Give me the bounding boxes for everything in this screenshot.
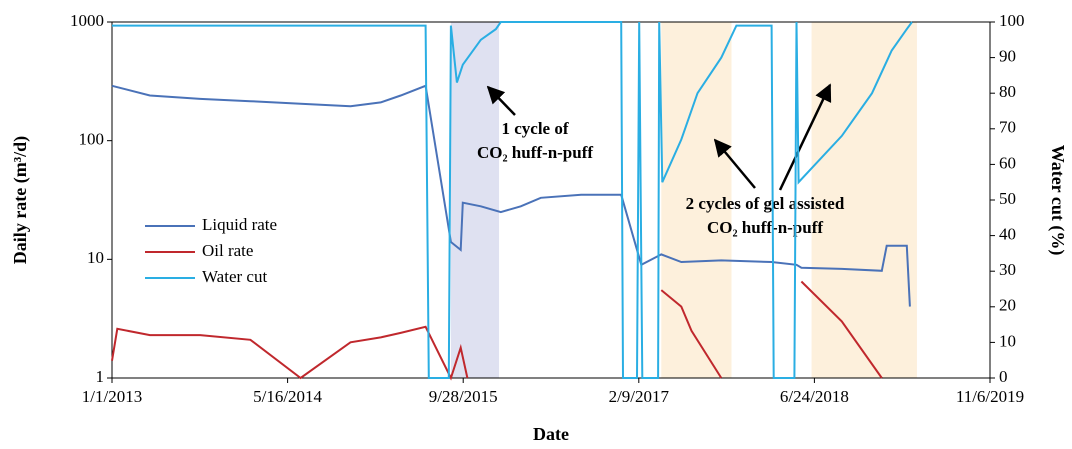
- series-line: [111, 84, 911, 307]
- y2-tick-label: 100: [999, 11, 1025, 30]
- y2-tick-label: 40: [999, 225, 1016, 244]
- y2-tick-label: 80: [999, 82, 1016, 101]
- arrow: [486, 85, 516, 116]
- y2-tick-label: 70: [999, 118, 1016, 137]
- series-line: [112, 21, 913, 379]
- y2-tick-label: 20: [999, 296, 1016, 315]
- arrow: [778, 83, 832, 191]
- y-tick-label: 1: [96, 367, 105, 386]
- annotation: CO₂ huff-n-puff: [477, 143, 593, 162]
- legend-label: Water cut: [202, 267, 267, 286]
- y-tick-label: 1000: [70, 11, 104, 30]
- y2-axis-label: Water cut (%): [1047, 145, 1068, 256]
- y-tick-label: 100: [79, 130, 105, 149]
- annotation: 1 cycle of: [501, 119, 568, 138]
- y-tick-label: 10: [87, 248, 104, 267]
- x-tick-label: 6/24/2018: [780, 387, 849, 406]
- y-axis-label: Daily rate (m³/d): [10, 136, 31, 264]
- legend-label: Liquid rate: [202, 215, 277, 234]
- y2-tick-label: 10: [999, 331, 1016, 350]
- y2-tick-label: 50: [999, 189, 1016, 208]
- y2-tick-label: 90: [999, 47, 1016, 66]
- y2-tick-label: 0: [999, 367, 1008, 386]
- shaded-region: [450, 22, 500, 378]
- y2-tick-label: 30: [999, 260, 1016, 279]
- x-tick-label: 9/28/2015: [429, 387, 498, 406]
- y2-tick-label: 60: [999, 153, 1016, 172]
- shaded-regions: [450, 22, 917, 378]
- annotation: CO₂ huff-n-puff: [707, 218, 823, 237]
- x-tick-label: 11/6/2019: [956, 387, 1024, 406]
- annotation: 2 cycles of gel assisted: [686, 194, 845, 213]
- x-tick-label: 1/1/2013: [82, 387, 142, 406]
- shaded-region: [661, 22, 732, 378]
- x-axis-label: Date: [533, 424, 569, 444]
- series-line: [111, 280, 883, 381]
- x-tick-label: 2/9/2017: [609, 387, 670, 406]
- shaded-region: [811, 22, 917, 378]
- x-tick-label: 5/16/2014: [253, 387, 322, 406]
- arrow: [713, 138, 756, 189]
- legend-label: Oil rate: [202, 241, 253, 260]
